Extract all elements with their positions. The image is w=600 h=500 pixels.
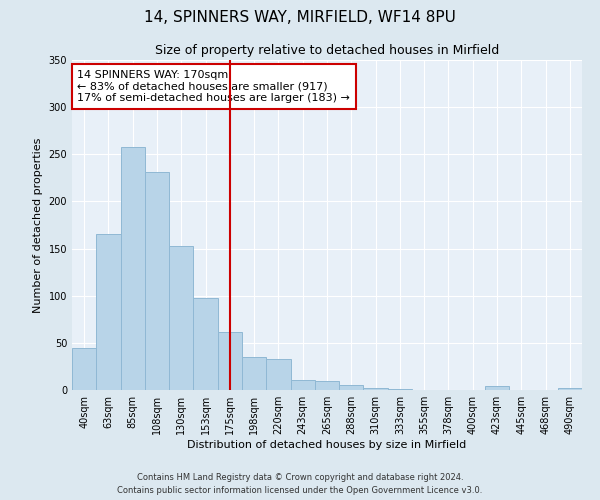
Bar xyxy=(218,332,242,390)
Bar xyxy=(315,380,339,390)
Bar xyxy=(339,386,364,390)
Bar xyxy=(364,388,388,390)
Y-axis label: Number of detached properties: Number of detached properties xyxy=(33,138,43,312)
Bar xyxy=(290,380,315,390)
Text: Contains HM Land Registry data © Crown copyright and database right 2024.
Contai: Contains HM Land Registry data © Crown c… xyxy=(118,474,482,495)
Bar xyxy=(558,388,582,390)
Bar xyxy=(145,172,169,390)
Text: 14, SPINNERS WAY, MIRFIELD, WF14 8PU: 14, SPINNERS WAY, MIRFIELD, WF14 8PU xyxy=(144,10,456,25)
Text: 14 SPINNERS WAY: 170sqm
← 83% of detached houses are smaller (917)
17% of semi-d: 14 SPINNERS WAY: 170sqm ← 83% of detache… xyxy=(77,70,350,103)
Bar xyxy=(388,389,412,390)
Bar xyxy=(169,246,193,390)
Bar xyxy=(121,146,145,390)
Bar xyxy=(266,359,290,390)
Bar xyxy=(72,348,96,390)
Bar xyxy=(485,386,509,390)
Bar xyxy=(242,357,266,390)
Title: Size of property relative to detached houses in Mirfield: Size of property relative to detached ho… xyxy=(155,44,499,58)
Bar xyxy=(193,298,218,390)
X-axis label: Distribution of detached houses by size in Mirfield: Distribution of detached houses by size … xyxy=(187,440,467,450)
Bar xyxy=(96,234,121,390)
